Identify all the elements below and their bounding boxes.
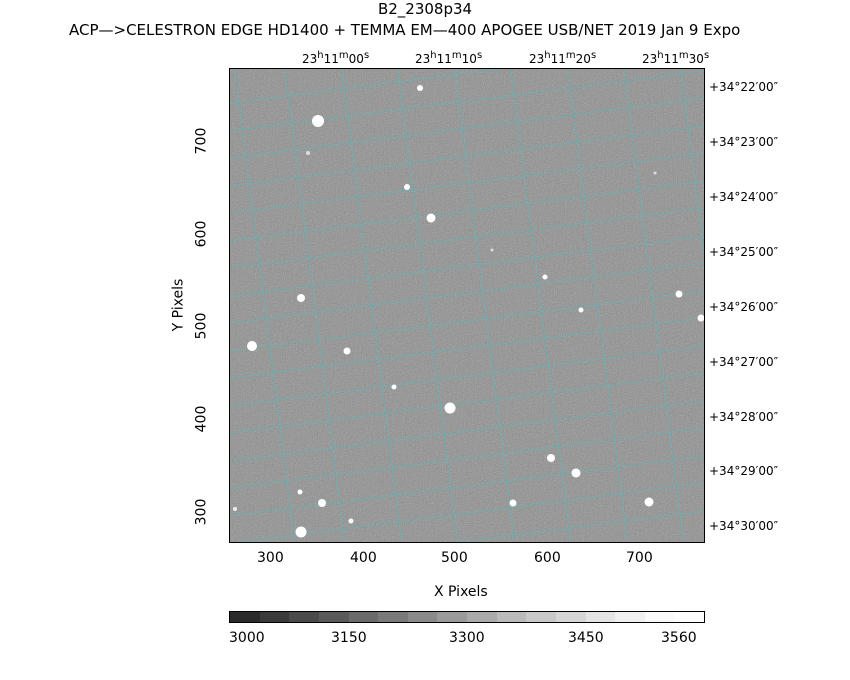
star	[404, 184, 410, 190]
x-tick-300: 300	[257, 550, 284, 566]
sky-noise	[230, 69, 704, 542]
x-tick-600: 600	[534, 550, 561, 566]
star	[348, 518, 354, 524]
dec-label-8: +34°29′00″	[709, 464, 779, 478]
grid-line	[230, 125, 704, 187]
dec-label-6: +34°27′00″	[709, 355, 779, 369]
star	[318, 499, 326, 507]
colorbar-swatch	[615, 612, 645, 622]
grid-line	[230, 180, 704, 242]
star	[297, 489, 303, 495]
ra-label-2: 23h11m10s	[415, 50, 483, 66]
star	[343, 347, 351, 355]
dec-label-3: +34°24′00″	[709, 190, 779, 204]
star	[547, 454, 555, 462]
colorbar-swatch	[318, 612, 349, 622]
grid-line	[230, 345, 704, 407]
dec-label-1: +34°22′00″	[709, 80, 779, 94]
grid-line	[230, 207, 704, 269]
star	[571, 468, 581, 478]
colorbar-label-3300: 3300	[449, 630, 485, 646]
y-tick-400: 400	[193, 405, 210, 433]
colorbar-swatch	[289, 612, 319, 622]
star	[675, 290, 683, 298]
x-tick-700: 700	[626, 550, 653, 566]
star	[653, 171, 657, 175]
grid-line	[456, 510, 704, 542]
grid-line	[230, 372, 704, 434]
star	[295, 526, 307, 538]
grid-line	[230, 70, 704, 132]
grid-line	[230, 290, 704, 352]
star	[306, 151, 310, 155]
colorbar-swatch	[437, 612, 467, 622]
colorbar-label-3560: 3560	[661, 630, 697, 646]
y-axis-label: Y Pixels	[170, 278, 187, 332]
colorbar-swatch	[674, 612, 704, 622]
colorbar-swatch	[348, 612, 379, 622]
sky-image[interactable]	[229, 68, 705, 543]
x-axis-label: X Pixels	[434, 584, 488, 600]
stars	[233, 85, 704, 538]
colorbar-label-3000: 3000	[229, 630, 265, 646]
coordinate-grid	[230, 69, 704, 542]
y-tick-600: 600	[193, 220, 210, 248]
y-tick-700: 700	[193, 127, 210, 155]
y-tick-300: 300	[193, 498, 210, 526]
star	[417, 85, 423, 91]
y-tick-500: 500	[193, 312, 210, 340]
colorbar-swatch	[496, 612, 527, 622]
grid-line	[230, 455, 704, 517]
grid-line	[230, 97, 704, 159]
grid-line	[230, 235, 704, 297]
colorbar-swatch	[644, 612, 675, 622]
dec-label-4: +34°25′00″	[709, 245, 779, 259]
star	[490, 248, 494, 252]
dec-label-9: +34°30′00″	[709, 519, 779, 533]
colorbar-label-3450: 3450	[568, 630, 604, 646]
star	[391, 384, 397, 390]
colorbar-swatch	[407, 612, 438, 622]
grid-line	[230, 427, 704, 489]
star	[644, 497, 654, 507]
grid-line	[230, 262, 704, 324]
sky-image-svg	[230, 69, 704, 542]
plot-subtitle: ACP—>CELESTRON EDGE HD1400 + TEMMA EM—40…	[69, 21, 741, 39]
ra-label-4: 23h11m30s	[642, 50, 710, 66]
star	[233, 507, 237, 511]
colorbar-swatch	[585, 612, 616, 622]
star	[312, 115, 324, 127]
colorbar-swatch	[378, 612, 408, 622]
colorbar-swatch	[555, 612, 586, 622]
colorbar-swatch	[230, 612, 260, 622]
ra-label-3: 23h11m20s	[529, 50, 597, 66]
x-tick-500: 500	[441, 550, 468, 566]
grid-line	[230, 317, 704, 379]
star	[444, 402, 456, 414]
grid-line	[234, 482, 704, 542]
star	[297, 294, 305, 302]
dec-label-7: +34°28′00″	[709, 410, 779, 424]
star	[426, 213, 436, 223]
colorbar-label-3150: 3150	[331, 630, 367, 646]
dec-label-5: +34°26′00″	[709, 300, 779, 314]
colorbar-swatch	[467, 612, 497, 622]
grid-line	[230, 400, 704, 462]
star	[697, 314, 704, 322]
grid-line	[680, 69, 704, 255]
star	[509, 499, 517, 507]
colorbar-swatch	[259, 612, 290, 622]
star	[542, 274, 548, 280]
star	[578, 307, 584, 313]
star	[247, 341, 257, 351]
grid-line	[230, 152, 704, 214]
ra-label-1: 23h11m00s	[302, 50, 370, 66]
colorbar	[229, 611, 705, 623]
colorbar-swatch	[526, 612, 556, 622]
x-tick-400: 400	[350, 550, 377, 566]
plot-title: B2_2308p34	[377, 0, 473, 18]
dec-label-2: +34°23′00″	[709, 135, 779, 149]
